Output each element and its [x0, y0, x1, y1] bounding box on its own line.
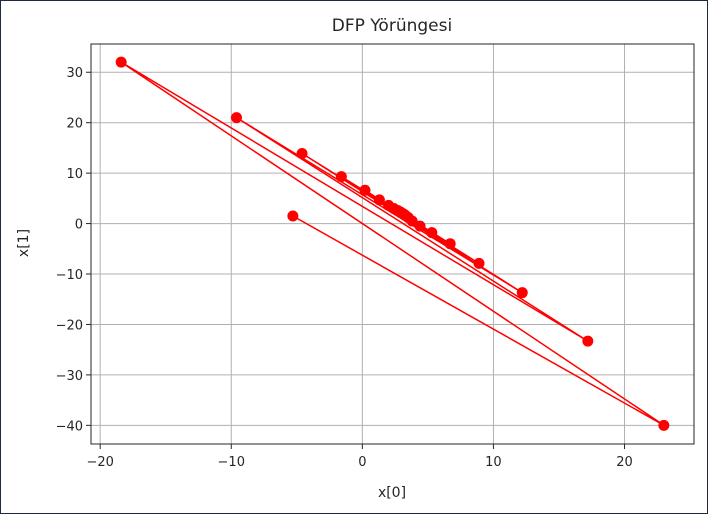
data-point: [296, 147, 308, 159]
y-tick-label: −40: [56, 419, 83, 434]
series-line: [120, 61, 665, 426]
data-point: [231, 112, 243, 124]
axis-ticks: −20 −10 0 10 20 −40 −30 −20 −10 0 10 20 30: [56, 66, 633, 470]
y-tick-label: −10: [56, 268, 83, 283]
chart-title: DFP Yörüngesi: [332, 16, 452, 36]
y-tick-label: 0: [75, 218, 83, 233]
y-tick-label: −20: [56, 318, 83, 333]
y-tick-label: 10: [66, 167, 83, 182]
data-point: [516, 287, 528, 299]
data-point: [582, 335, 594, 347]
x-tick-label: 0: [358, 455, 366, 470]
data-point: [287, 210, 299, 222]
data-point: [396, 207, 408, 219]
data-point: [335, 171, 347, 183]
x-tick-label: −10: [218, 455, 245, 470]
y-axis-label: x[1]: [16, 229, 32, 257]
y-tick-label: 30: [66, 66, 83, 81]
y-tick-label: 20: [66, 117, 83, 132]
data-point: [658, 419, 670, 431]
data-point: [359, 184, 371, 196]
x-tick-label: 10: [485, 455, 502, 470]
data-point: [444, 238, 456, 250]
x-tick-label: −20: [86, 455, 113, 470]
data-point: [426, 227, 438, 239]
data-point: [115, 56, 127, 68]
data-point: [473, 257, 485, 269]
x-tick-label: 20: [616, 455, 633, 470]
data-point: [373, 194, 385, 206]
x-axis-label: x[0]: [378, 485, 406, 501]
y-tick-label: −30: [56, 369, 83, 384]
data-point: [414, 220, 426, 232]
plot-area: [90, 43, 695, 445]
series-layer: [115, 56, 670, 431]
